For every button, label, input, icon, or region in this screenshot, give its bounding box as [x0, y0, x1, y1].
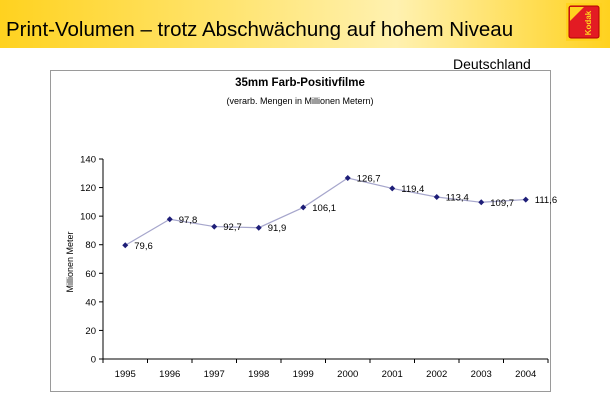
- x-tick-label: 2002: [426, 369, 447, 380]
- region-label: Deutschland: [453, 56, 531, 72]
- data-label: 111,6: [535, 195, 557, 206]
- data-label: 91,9: [268, 223, 287, 234]
- data-label: 109,7: [490, 198, 514, 209]
- data-point: [344, 175, 351, 181]
- data-point: [389, 185, 396, 192]
- data-label: 119,4: [401, 184, 424, 195]
- x-tick-label: 1996: [159, 369, 180, 380]
- x-tick-label: 2003: [471, 369, 492, 380]
- data-point: [211, 223, 218, 230]
- y-tick-label: 100: [80, 212, 96, 223]
- data-point: [166, 216, 173, 223]
- y-tick-label: 60: [85, 269, 96, 280]
- series-line: [124, 177, 526, 246]
- data-point: [300, 204, 307, 211]
- data-point: [433, 194, 440, 200]
- y-tick-label: 0: [91, 355, 96, 366]
- y-tick-label: 140: [80, 155, 96, 166]
- x-tick-label: 1997: [204, 369, 225, 380]
- x-tick-label: 2001: [382, 369, 403, 380]
- slide-title: Print-Volumen – trotz Abschwächung auf h…: [6, 18, 514, 41]
- chart-title: 35mm Farb-Positivfilme: [235, 77, 365, 89]
- data-point: [255, 224, 262, 231]
- data-point: [122, 242, 129, 249]
- chart-frame: [50, 70, 551, 392]
- y-tick-label: 20: [85, 326, 96, 337]
- data-label: 113,4: [446, 193, 469, 204]
- data-label: 97,8: [179, 215, 198, 226]
- y-tick-label: 40: [85, 297, 96, 308]
- y-axis-title: Millionen Meter: [65, 231, 75, 292]
- chart-subtitle: (verarb. Mengen in Millionen Metern): [226, 96, 373, 106]
- header-bar: [0, 0, 610, 48]
- x-tick-label: 2004: [515, 369, 536, 380]
- x-tick-label: 2000: [337, 369, 358, 380]
- x-tick-label: 1995: [115, 369, 136, 380]
- y-tick-label: 120: [80, 183, 96, 194]
- logo-text: Kodak: [584, 10, 593, 35]
- y-tick-label: 80: [85, 240, 96, 251]
- data-label: 79,6: [134, 241, 153, 252]
- x-tick-label: 1999: [293, 369, 314, 380]
- data-label: 106,1: [312, 203, 336, 214]
- data-label: 126,7: [357, 174, 381, 185]
- kodak-logo: Kodak: [566, 3, 602, 41]
- data-point: [522, 196, 529, 203]
- x-tick-label: 1998: [248, 369, 269, 380]
- data-point: [478, 199, 485, 206]
- data-label: 92,7: [223, 222, 242, 233]
